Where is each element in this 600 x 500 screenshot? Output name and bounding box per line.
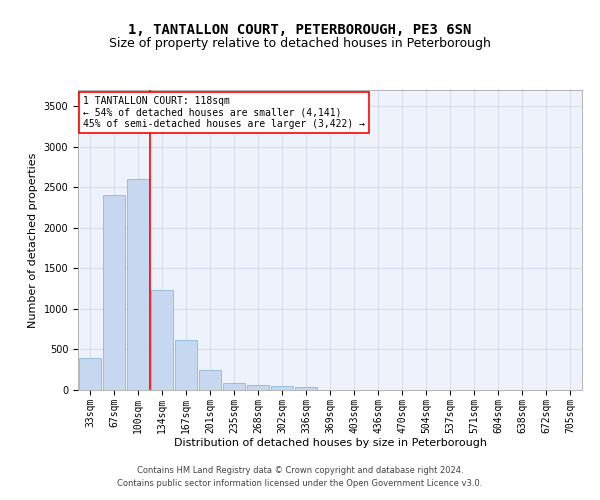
Bar (223, 382, 245, 390)
Text: 1 TANTALLON COURT: 118sqm
← 54% of detached houses are smaller (4,141)
45% of se: 1 TANTALLON COURT: 118sqm ← 54% of detac… (83, 96, 365, 129)
Text: Contains HM Land Registry data © Crown copyright and database right 2024.
Contai: Contains HM Land Registry data © Crown c… (118, 466, 482, 487)
Bar (271, 386, 293, 390)
Bar (79, 358, 101, 390)
Bar (295, 387, 317, 390)
Bar (199, 370, 221, 390)
Bar (175, 340, 197, 390)
X-axis label: Distribution of detached houses by size in Peterborough: Distribution of detached houses by size … (173, 438, 487, 448)
Text: 1, TANTALLON COURT, PETERBOROUGH, PE3 6SN: 1, TANTALLON COURT, PETERBOROUGH, PE3 6S… (128, 22, 472, 36)
Y-axis label: Number of detached properties: Number of detached properties (28, 152, 38, 328)
Bar (127, 179, 149, 390)
Bar (151, 290, 173, 390)
Text: Size of property relative to detached houses in Peterborough: Size of property relative to detached ho… (109, 38, 491, 51)
Bar (247, 385, 269, 390)
Bar (103, 196, 125, 390)
